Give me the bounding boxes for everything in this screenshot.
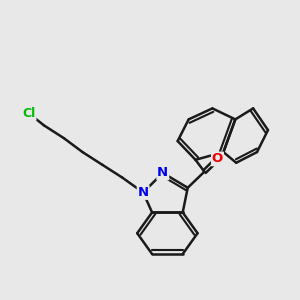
Text: O: O	[212, 152, 223, 165]
Text: Cl: Cl	[22, 107, 36, 120]
Text: N: N	[157, 167, 168, 179]
Text: N: N	[138, 186, 149, 199]
